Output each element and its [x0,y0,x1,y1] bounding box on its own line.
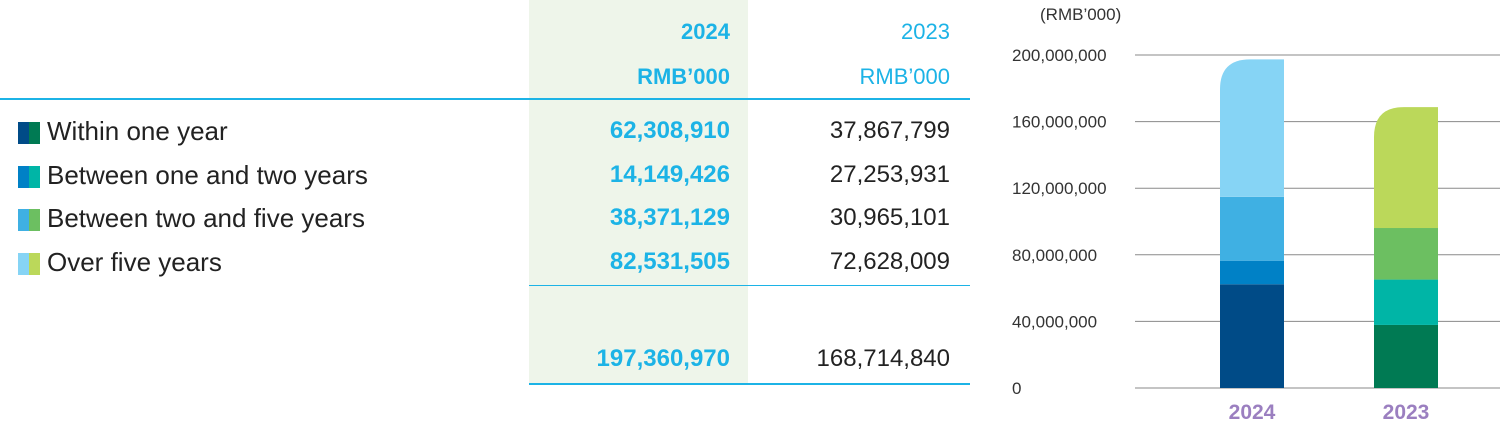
header-year-2023: 2023 [901,19,950,44]
value-2024: 82,531,505 [609,248,730,275]
table-row: Within one year 62,308,910 37,867,799 [0,112,970,152]
y-tick-label: 200,000,000 [1012,46,1107,65]
x-category-label: 2023 [1383,401,1430,423]
y-tick-label: 120,000,000 [1012,179,1107,198]
bar-segment-2024-0 [1220,284,1284,388]
legend-swatch [18,209,40,231]
bar-segment-2023-3 [1374,107,1438,229]
chart-unit-label: (RMB’000) [1040,5,1121,24]
total-rule [529,383,970,385]
legend-swatch [18,253,40,275]
total-2024: 197,360,970 [596,345,730,372]
legend-swatch [18,122,40,144]
row-label: Between two and five years [47,203,365,233]
header-unit-2024: RMB’000 [637,64,730,89]
table-row: Over five years 82,531,505 72,628,009 [0,243,970,283]
header-year-2024: 2024 [681,19,730,44]
bar-segment-2023-1 [1374,279,1438,325]
bar-segment-2023-0 [1374,324,1438,388]
value-2023: 30,965,101 [829,204,950,231]
value-2023: 37,867,799 [829,117,950,144]
y-tick-label: 40,000,000 [1012,312,1097,331]
value-2024: 38,371,129 [609,204,730,231]
x-category-label: 2024 [1229,401,1276,423]
stacked-bar-chart: (RMB’000) 0 40,000,000 80,000,000 120,000,0… [1012,5,1500,423]
bar-segment-2024-3 [1220,59,1284,197]
header-rule [0,98,970,100]
row-label: Between one and two years [47,160,368,190]
total-2023: 168,714,840 [816,345,950,372]
row-label: Over five years [47,247,222,277]
bar-segment-2024-1 [1220,260,1284,285]
legend-swatch [18,166,40,188]
table-row: Between one and two years 14,149,426 27,… [0,156,970,196]
header-unit-2023: RMB’000 [859,64,950,89]
subtotal-rule [529,285,970,286]
value-2024: 14,149,426 [609,161,730,188]
y-tick-label: 0 [1012,379,1021,398]
y-tick-label: 80,000,000 [1012,246,1097,265]
highlight-column-2024 [529,0,748,384]
bar-segment-2023-2 [1374,228,1438,280]
value-2023: 27,253,931 [829,161,950,188]
table-row: Between two and five years 38,371,129 30… [0,199,970,239]
bar-segment-2024-2 [1220,196,1284,261]
row-label: Within one year [47,116,228,146]
value-2024: 62,308,910 [609,117,730,144]
y-tick-label: 160,000,000 [1012,113,1107,132]
value-2023: 72,628,009 [829,248,950,275]
